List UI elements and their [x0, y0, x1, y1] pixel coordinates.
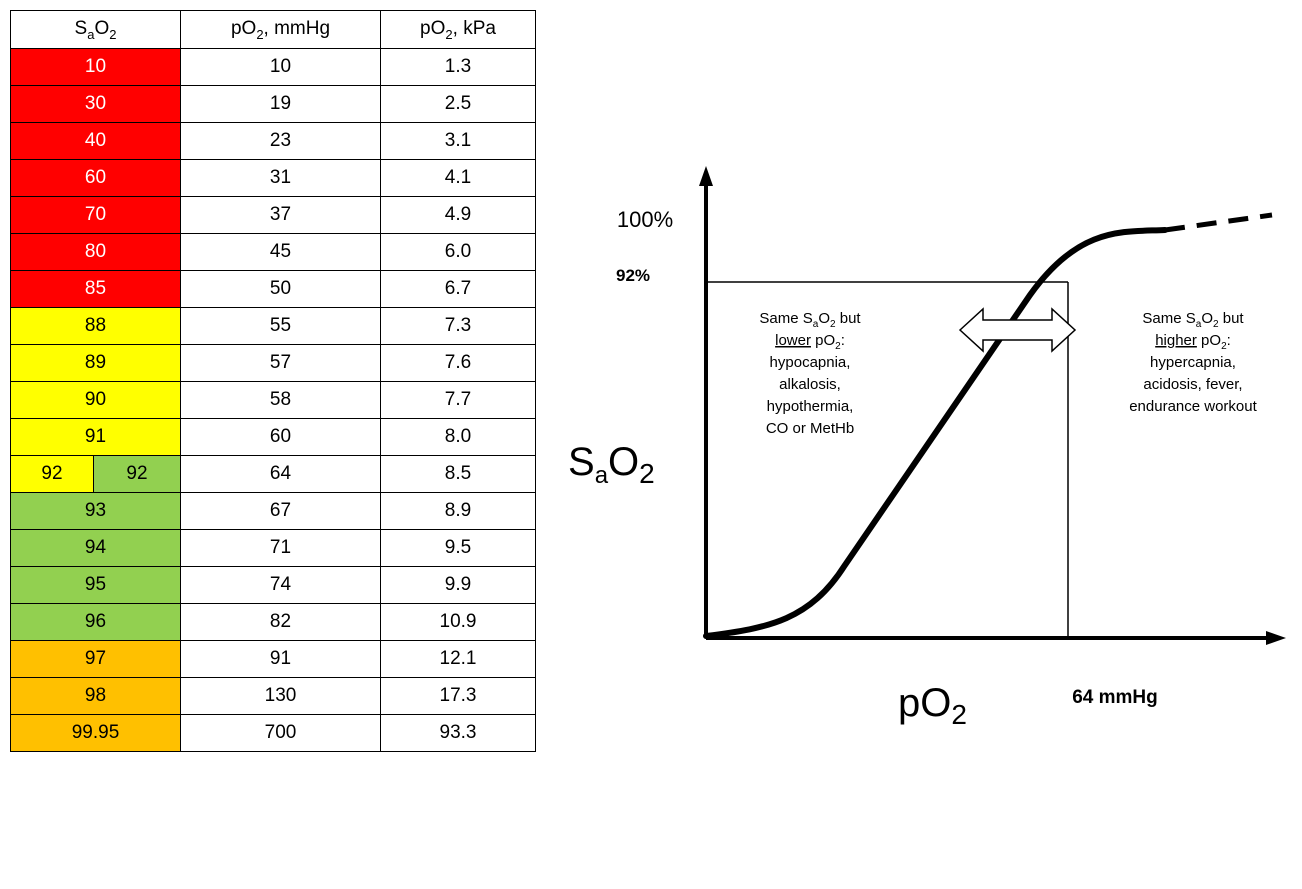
cell-po2-mmhg: 91	[180, 640, 381, 678]
cell-po2-mmhg: 50	[180, 270, 381, 308]
table-row: 96 82 10.9	[10, 603, 536, 641]
table-row: 99.95 700 93.3	[10, 714, 536, 752]
annotation-left-line3: hypocapnia,	[770, 354, 851, 371]
y-axis-arrow	[699, 166, 713, 186]
cell-sao2: 95	[10, 566, 181, 604]
table-row: 88 55 7.3	[10, 307, 536, 345]
cell-sao2: 91	[10, 418, 181, 456]
cell-sao2: 60	[10, 159, 181, 197]
annotation-left-line4: alkalosis,	[779, 376, 841, 393]
table-row: 90 58 7.7	[10, 381, 536, 419]
cell-sao2: 96	[10, 603, 181, 641]
curve-extrapolated	[1164, 212, 1273, 233]
annotation-right-line2: higher pO2:	[1155, 332, 1231, 352]
y-marker-label: 92%	[616, 266, 650, 285]
table-row: 97 91 12.1	[10, 640, 536, 678]
header-po2-mmhg: pO2, mmHg	[180, 10, 381, 49]
cell-po2-mmhg: 60	[180, 418, 381, 456]
table-row: 80 45 6.0	[10, 233, 536, 271]
dissociation-curve	[703, 227, 1168, 639]
cell-po2-mmhg: 45	[180, 233, 381, 271]
cell-po2-kpa: 8.0	[380, 418, 536, 456]
annotation-left-line1: Same SaO2 but	[759, 310, 861, 330]
cell-sao2: 88	[10, 307, 181, 345]
cell-sao2: 93	[10, 492, 181, 530]
x-axis-label: pO2	[898, 681, 967, 730]
cell-po2-kpa: 7.7	[380, 381, 536, 419]
cell-po2-mmhg: 31	[180, 159, 381, 197]
cell-po2-mmhg: 23	[180, 122, 381, 160]
x-marker-label: 64 mmHg	[1072, 687, 1158, 708]
table-row: 98 130 17.3	[10, 677, 536, 715]
cell-po2-mmhg: 37	[180, 196, 381, 234]
cell-po2-mmhg: 10	[180, 48, 381, 86]
annotation-left-line2: lower pO2:	[775, 332, 845, 352]
y-axis-label: SaO2	[568, 440, 655, 489]
header-sao2: SaO2	[10, 10, 181, 49]
cell-po2-kpa: 8.9	[380, 492, 536, 530]
table-row: 95 74 9.9	[10, 566, 536, 604]
x-axis-arrow	[1266, 631, 1286, 645]
annotation-right-line5: endurance workout	[1129, 398, 1257, 415]
cell-po2-kpa: 6.7	[380, 270, 536, 308]
cell-sao2: 80	[10, 233, 181, 271]
cell-sao2-green: 92	[94, 456, 180, 492]
cell-sao2: 30	[10, 85, 181, 123]
cell-po2-kpa: 93.3	[380, 714, 536, 752]
cell-po2-kpa: 17.3	[380, 677, 536, 715]
annotation-left-line5: hypothermia,	[767, 398, 854, 415]
cell-sao2: 89	[10, 344, 181, 382]
annotation-right-line4: acidosis, fever,	[1143, 376, 1242, 393]
cell-po2-kpa: 7.6	[380, 344, 536, 382]
cell-po2-kpa: 10.9	[380, 603, 536, 641]
cell-po2-kpa: 9.9	[380, 566, 536, 604]
table-row: 91 60 8.0	[10, 418, 536, 456]
saturation-table: SaO2 pO2, mmHg pO2, kPa 10 10 1.3 30 19 2.5 40…	[10, 10, 536, 752]
cell-sao2: 70	[10, 196, 181, 234]
cell-po2-mmhg: 55	[180, 307, 381, 345]
annotation-left-line6: CO or MetHb	[766, 420, 854, 437]
cell-sao2: 10	[10, 48, 181, 86]
cell-po2-kpa: 7.3	[380, 307, 536, 345]
table-row: 70 37 4.9	[10, 196, 536, 234]
cell-po2-mmhg: 19	[180, 85, 381, 123]
table-row: 10 10 1.3	[10, 48, 536, 86]
y-top-label: 100%	[617, 207, 673, 232]
cell-sao2: 85	[10, 270, 181, 308]
header-po2-kpa: pO2, kPa	[380, 10, 536, 49]
cell-po2-kpa: 12.1	[380, 640, 536, 678]
annotation-right-line3: hypercapnia,	[1150, 354, 1236, 371]
cell-sao2: 98	[10, 677, 181, 715]
double-arrow-icon	[958, 307, 1077, 353]
table-row: 85 50 6.7	[10, 270, 536, 308]
cell-sao2-yellow: 92	[11, 456, 94, 492]
cell-po2-mmhg: 130	[180, 677, 381, 715]
cell-po2-mmhg: 74	[180, 566, 381, 604]
table-header-row: SaO2 pO2, mmHg pO2, kPa	[10, 10, 536, 49]
cell-sao2: 94	[10, 529, 181, 567]
cell-po2-kpa: 4.9	[380, 196, 536, 234]
cell-sao2: 97	[10, 640, 181, 678]
table-row: 93 67 8.9	[10, 492, 536, 530]
cell-po2-kpa: 1.3	[380, 48, 536, 86]
cell-po2-kpa: 8.5	[380, 455, 536, 493]
table-row: 92 92 64 8.5	[10, 455, 536, 493]
table-body: 10 10 1.3 30 19 2.5 40 23 3.1 60 31 4.1 70 37 4.9 80 45 6…	[10, 48, 536, 752]
annotation-right-line1: Same SaO2 but	[1142, 310, 1244, 330]
table-row: 89 57 7.6	[10, 344, 536, 382]
table-row: 30 19 2.5	[10, 85, 536, 123]
cell-po2-kpa: 3.1	[380, 122, 536, 160]
cell-sao2: 90	[10, 381, 181, 419]
cell-sao2: 99.95	[10, 714, 181, 752]
